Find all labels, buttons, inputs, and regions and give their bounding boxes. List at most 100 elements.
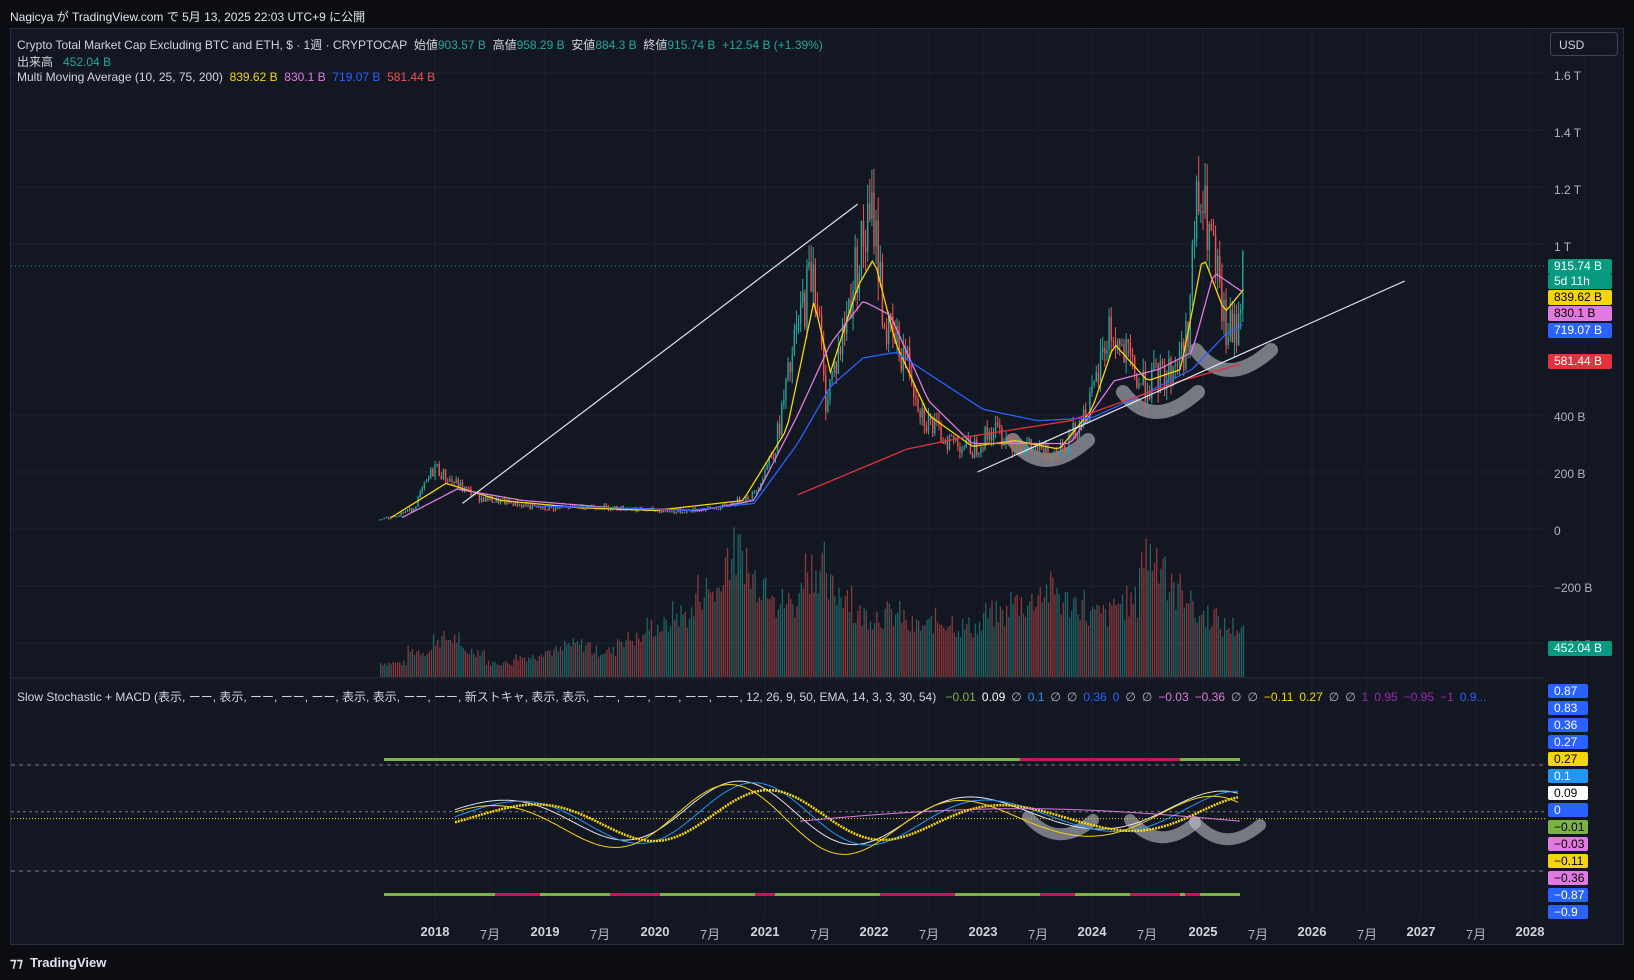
candle-body xyxy=(867,203,869,252)
symbol-title: Crypto Total Market Cap Excluding BTC an… xyxy=(17,38,408,52)
trend-band-bottom xyxy=(755,893,775,896)
volume-bar xyxy=(760,600,763,677)
osc-value: −0.01 xyxy=(945,690,976,704)
candle-body xyxy=(457,479,459,488)
price-tag: 839.62 B xyxy=(1548,290,1612,305)
volume-bar xyxy=(1164,556,1166,677)
volume-bar xyxy=(888,603,890,677)
volume-bar xyxy=(1236,630,1238,677)
candle-body xyxy=(1212,230,1215,235)
osc-tag: −0.11 xyxy=(1548,854,1588,868)
candle-body xyxy=(499,499,502,504)
candle-body xyxy=(1099,352,1102,382)
volume-bar xyxy=(907,629,909,677)
volume-bar xyxy=(735,574,737,677)
volume-bar xyxy=(1230,633,1232,677)
candle-body xyxy=(751,492,754,500)
candle-body xyxy=(567,506,569,509)
osc-value: ∅ xyxy=(1066,690,1078,704)
candle-body xyxy=(1045,445,1047,458)
candle-body xyxy=(1229,310,1231,338)
candle-body xyxy=(996,422,999,426)
volume-bar xyxy=(536,660,538,677)
volume-bar xyxy=(1045,584,1048,677)
volume-bar xyxy=(731,559,733,677)
volume-bar xyxy=(855,622,857,677)
price-tick: 1.2 T xyxy=(1554,183,1582,197)
candle-body xyxy=(789,362,791,373)
volume-bar xyxy=(1020,596,1023,677)
osc-value: 0.09 xyxy=(981,690,1006,704)
volume-bar xyxy=(936,621,939,677)
volume-bar xyxy=(1217,616,1219,677)
candle-body xyxy=(808,262,810,268)
candle-body xyxy=(804,292,806,328)
volume-bar xyxy=(867,629,870,677)
time-tick: 2027 xyxy=(1406,924,1436,939)
candle-body xyxy=(1064,446,1066,452)
candle-body xyxy=(1210,223,1213,231)
volume-bar xyxy=(587,642,589,677)
volume-bar xyxy=(1194,617,1196,677)
volume-bar xyxy=(665,620,667,677)
candle-body xyxy=(497,498,500,504)
candle-body xyxy=(1009,439,1011,441)
candle-body xyxy=(1030,439,1032,451)
volume-bar xyxy=(829,573,832,677)
candle-body xyxy=(904,348,907,361)
time-tick: 2019 xyxy=(530,924,560,939)
tradingview-brand[interactable]: ⁊⁊ TradingView xyxy=(10,955,106,971)
osc-value: −0.36 xyxy=(1194,690,1226,704)
volume-bar xyxy=(415,651,418,677)
volume-bar xyxy=(878,622,880,677)
candle-body xyxy=(923,408,926,427)
candle-body xyxy=(1151,369,1153,399)
volume-bar xyxy=(827,599,830,677)
volume-bar xyxy=(811,554,813,677)
volume-bar xyxy=(922,625,924,677)
candle-body xyxy=(408,508,411,511)
candle-body xyxy=(982,447,984,450)
volume-bar xyxy=(1098,606,1100,677)
candle-body xyxy=(892,316,894,333)
currency-button[interactable]: USD xyxy=(1550,32,1618,56)
candle-body xyxy=(478,493,481,502)
osc-value: ∅ xyxy=(1328,690,1340,704)
candle-body xyxy=(1157,363,1159,393)
volume-bar xyxy=(874,623,876,677)
volume-bar xyxy=(460,645,462,677)
candle-body xyxy=(833,361,835,372)
candle-body xyxy=(802,292,804,304)
price-tick: 200 B xyxy=(1554,467,1586,481)
candle-body xyxy=(423,482,426,489)
candle-body xyxy=(1051,455,1053,462)
volume-bar xyxy=(483,649,485,677)
volume-bar xyxy=(500,665,502,677)
price-tag: 452.04 B xyxy=(1548,641,1612,656)
trendlines xyxy=(462,203,1405,504)
ma75-value: 719.07 B xyxy=(332,70,381,84)
volume-bar xyxy=(1119,604,1122,677)
candle-body xyxy=(1097,372,1100,382)
volume-bar xyxy=(449,639,452,677)
candle-body xyxy=(656,510,658,512)
candle-body xyxy=(1001,428,1003,446)
osc-tag: −0.03 xyxy=(1548,837,1588,851)
candle-body xyxy=(757,489,760,491)
volume-bar xyxy=(834,595,836,677)
volume-bar xyxy=(399,662,401,677)
candle-body xyxy=(846,315,848,334)
volume-bars xyxy=(380,527,1245,677)
time-tick: 2022 xyxy=(859,924,889,939)
volume-bar xyxy=(1039,587,1041,677)
candle-body xyxy=(1227,337,1229,346)
candle-body xyxy=(1108,316,1110,350)
volume-bar xyxy=(697,574,699,677)
volume-bar xyxy=(464,650,466,677)
volume-bar xyxy=(802,588,805,677)
candle-body xyxy=(584,509,586,511)
candle-body xyxy=(1053,452,1055,462)
candle-body xyxy=(806,267,808,328)
candle-body xyxy=(871,192,873,219)
